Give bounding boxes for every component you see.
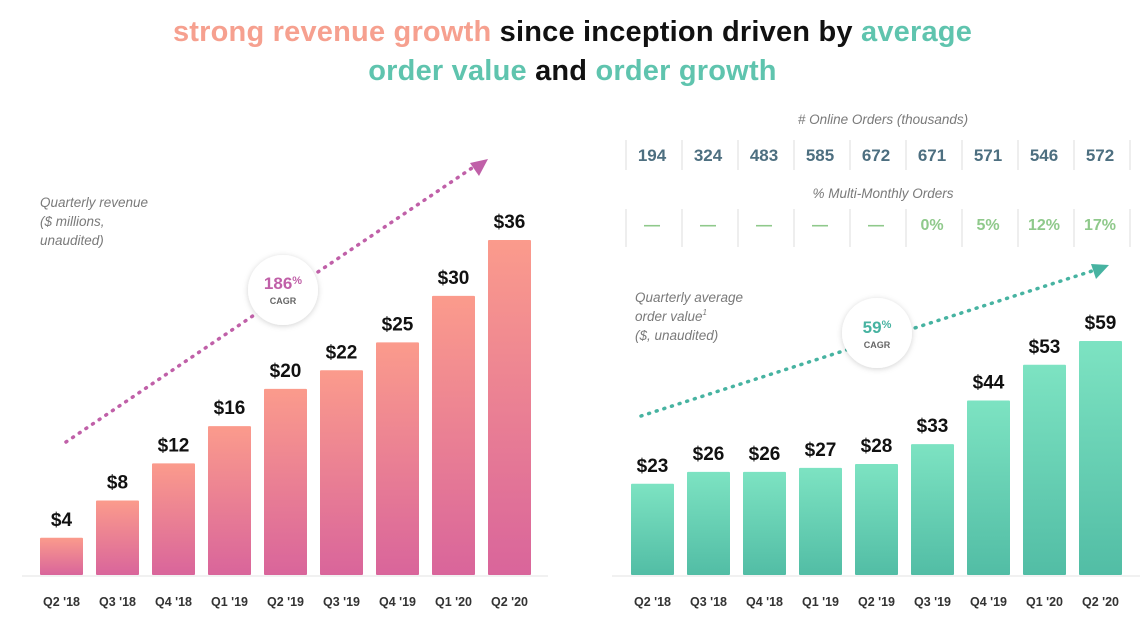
aov-caption-line: order value1	[635, 308, 707, 324]
revenue-bar-value: $16	[214, 398, 246, 419]
revenue-x-tick: Q1 '19	[211, 595, 248, 609]
aov-x-tick: Q4 '19	[970, 595, 1007, 609]
revenue-bar	[152, 463, 195, 575]
revenue-bar	[488, 240, 531, 575]
multi-monthly-cell: —	[700, 217, 716, 234]
aov-cagr-arrow-line	[639, 269, 1094, 418]
multi-monthly-cell: —	[756, 217, 772, 234]
revenue-x-tick: Q1 '20	[435, 595, 472, 609]
aov-bar	[687, 471, 730, 575]
headline-text-and: and	[526, 55, 596, 87]
revenue-caption-line: unaudited)	[40, 233, 104, 248]
aov-bar-value: $28	[861, 436, 893, 457]
multi-monthly-cell: 5%	[976, 217, 999, 234]
revenue-bar-value: $20	[270, 361, 302, 382]
aov-x-tick: Q1 '19	[802, 595, 839, 609]
aov-bar	[1079, 341, 1122, 575]
orders-cell: 572	[1086, 146, 1114, 165]
revenue-bar	[376, 342, 419, 575]
revenue-bar-value: $22	[326, 342, 358, 363]
orders-cell: 671	[918, 146, 946, 165]
aov-bar	[967, 400, 1010, 575]
aov-bar-value: $23	[637, 456, 669, 477]
revenue-cagr-value: 186%	[264, 274, 302, 293]
orders-cell: 194	[638, 146, 667, 165]
aov-x-tick: Q3 '19	[914, 595, 951, 609]
revenue-bar	[320, 370, 363, 575]
aov-cagr-badge	[842, 298, 912, 368]
revenue-x-tick: Q2 '18	[43, 595, 80, 609]
revenue-bar	[96, 500, 139, 575]
orders-cell: 483	[750, 146, 778, 165]
revenue-cagr-badge	[248, 255, 318, 325]
aov-bar-value: $26	[693, 444, 725, 465]
aov-bar	[911, 444, 954, 575]
revenue-cagr-arrowhead	[470, 159, 488, 176]
aov-bar	[1023, 364, 1066, 575]
headline-text: since inception driven by	[491, 16, 861, 48]
multi-monthly-cell: 12%	[1028, 217, 1060, 234]
headline-highlight-average: average	[860, 16, 973, 48]
revenue-bar-value: $8	[107, 473, 128, 494]
multi-monthly-cell: —	[644, 217, 660, 234]
aov-x-tick: Q1 '20	[1026, 595, 1063, 609]
revenue-bar	[264, 388, 307, 575]
revenue-x-tick: Q3 '18	[99, 595, 136, 609]
orders-table-title: # Online Orders (thousands)	[798, 112, 968, 127]
revenue-bar	[40, 537, 83, 575]
aov-cagr-value: 59%	[863, 318, 892, 337]
revenue-x-tick: Q4 '18	[155, 595, 192, 609]
aov-x-tick: Q2 '19	[858, 595, 895, 609]
aov-bar-value: $26	[749, 444, 781, 465]
aov-cagr-arrowhead	[1091, 264, 1109, 279]
headline-highlight-revenue: strong revenue growth	[172, 16, 492, 48]
headline-line-2: order value and order growth	[0, 55, 1145, 88]
headline-line-1: strong revenue growth since inception dr…	[0, 16, 1145, 49]
aov-x-tick: Q2 '20	[1082, 595, 1119, 609]
aov-bar	[743, 471, 786, 575]
revenue-x-tick: Q3 '19	[323, 595, 360, 609]
aov-bar-value: $44	[973, 372, 1005, 393]
revenue-bar-value: $12	[158, 435, 190, 456]
aov-caption-line: ($, unaudited)	[635, 328, 718, 343]
aov-caption-line: Quarterly average	[635, 290, 743, 305]
revenue-cagr-arrow-line	[64, 166, 474, 444]
aov-x-tick: Q3 '18	[690, 595, 727, 609]
revenue-x-tick: Q2 '19	[267, 595, 304, 609]
multi-monthly-cell: 0%	[920, 217, 943, 234]
aov-bar	[799, 467, 842, 575]
multi-monthly-cell: —	[812, 217, 828, 234]
orders-cell: 571	[974, 146, 1002, 165]
aov-bar-value: $27	[805, 440, 837, 461]
revenue-bar	[432, 295, 475, 575]
aov-bar-value: $53	[1029, 337, 1061, 358]
revenue-caption-line: Quarterly revenue	[40, 195, 148, 210]
aov-bar-value: $59	[1085, 313, 1117, 334]
revenue-bar-value: $25	[382, 314, 414, 335]
revenue-bar	[208, 426, 251, 575]
multi-monthly-cell: —	[868, 217, 884, 234]
revenue-x-tick: Q2 '20	[491, 595, 528, 609]
multi-monthly-cell: 17%	[1084, 217, 1116, 234]
revenue-caption-line: ($ millions,	[40, 214, 105, 229]
orders-cell: 546	[1030, 146, 1058, 165]
revenue-bar-value: $4	[51, 510, 73, 531]
orders-cell: 672	[862, 146, 890, 165]
headline-highlight-order-value: order value	[368, 55, 527, 87]
headline-highlight-order-growth: order growth	[595, 55, 777, 87]
aov-x-tick: Q4 '18	[746, 595, 783, 609]
aov-x-tick: Q2 '18	[634, 595, 671, 609]
revenue-cagr-label: CAGR	[270, 296, 297, 306]
orders-cell: 585	[806, 146, 834, 165]
aov-cagr-label: CAGR	[864, 340, 891, 350]
revenue-bar-value: $30	[438, 268, 470, 289]
revenue-x-tick: Q4 '19	[379, 595, 416, 609]
multi-monthly-table-title: % Multi-Monthly Orders	[812, 186, 953, 201]
aov-bar-value: $33	[917, 416, 949, 437]
orders-cell: 324	[694, 146, 723, 165]
revenue-bar-value: $36	[494, 212, 526, 233]
aov-bar	[855, 463, 898, 575]
aov-bar	[631, 483, 674, 575]
